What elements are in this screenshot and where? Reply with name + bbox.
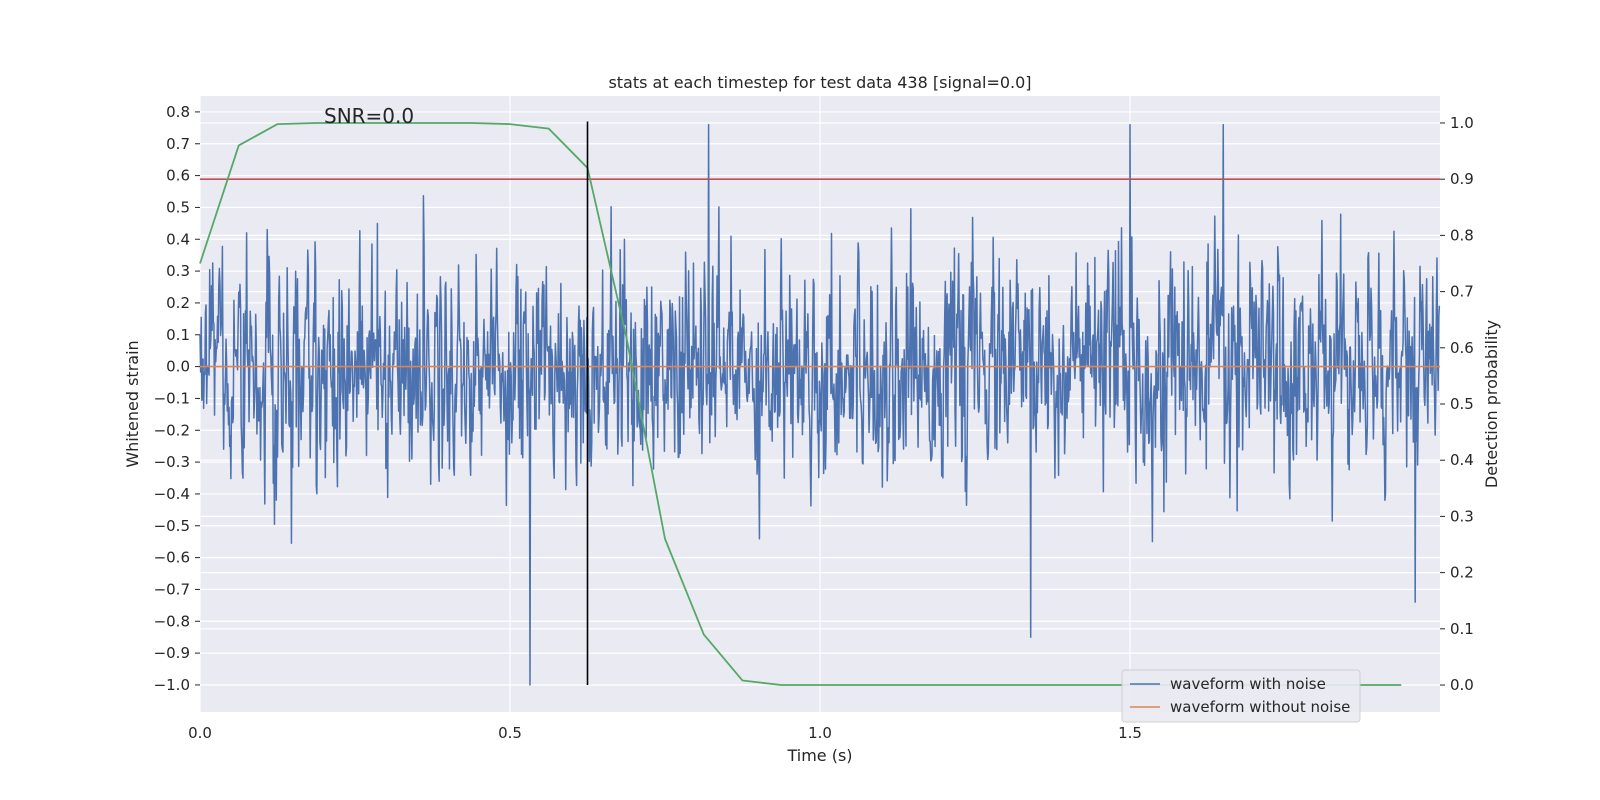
y2-tick-label: 0.1 [1450,620,1474,638]
y-tick-label: 0.6 [166,167,190,185]
y-tick-label: −0.7 [154,580,190,598]
y-tick-label: 0.7 [166,135,190,153]
y2-tick-label: 0.3 [1450,507,1474,525]
y-tick-label: −0.8 [154,612,190,630]
x-tick-label: 0.0 [188,724,212,742]
y2-tick-label: 0.4 [1450,451,1474,469]
y-tick-label: −0.5 [154,517,190,535]
y-tick-label: 0.8 [166,103,190,121]
legend: waveform with noise waveform without noi… [1121,669,1361,723]
y-tick-label: −0.3 [154,453,190,471]
y2-tick-label: 0.8 [1450,226,1474,244]
grid [199,96,1440,712]
chart-title: stats at each timestep for test data 438… [608,73,1031,92]
y-tick-label: 0.2 [166,294,190,312]
right-axis: 1.0 0.9 0.8 0.7 0.6 0.5 0.4 0.3 0.2 0.1 0.0 [1440,114,1474,694]
y2-tick-label: 0.6 [1450,339,1474,357]
y-tick-label: −0.2 [154,421,190,439]
x-tick-label: 0.5 [498,724,522,742]
y-tick-label: 0.0 [166,358,190,376]
y2-tick-label: 0.7 [1450,283,1474,301]
x-axis: 0.0 0.5 1.0 1.5 [188,724,1142,742]
snr-annotation: SNR=0.0 [324,104,414,128]
y-tick-label: −0.6 [154,549,190,567]
y-tick-label: −0.9 [154,644,190,662]
y2-tick-label: 0.5 [1450,395,1474,413]
x-axis-label: Time (s) [786,746,852,765]
y-tick-label: 0.3 [166,262,190,280]
y2-tick-label: 0.9 [1450,170,1474,188]
y-tick-label: 0.5 [166,198,190,216]
noise-waveform-line [199,123,1441,686]
y2-tick-label: 1.0 [1450,114,1474,132]
x-tick-label: 1.0 [808,724,832,742]
y2-axis-label: Detection probability [1482,320,1501,488]
y-tick-label: −1.0 [154,676,190,694]
legend-label-noise: waveform with noise [1170,675,1326,693]
y2-tick-label: 0.0 [1450,676,1474,694]
left-axis: 0.8 0.7 0.6 0.5 0.4 0.3 0.2 0.1 0.0 −0.1 −0.2 −0.3 −… [154,103,200,694]
y-tick-label: −0.4 [154,485,190,503]
y-tick-label: −0.1 [154,389,190,407]
legend-box [1121,669,1361,723]
y2-tick-label: 0.2 [1450,564,1474,582]
y-tick-label: 0.4 [166,230,190,248]
y-axis-label: Whitened strain [123,340,142,467]
legend-label-clean: waveform without noise [1170,698,1350,716]
y-tick-label: 0.1 [166,326,190,344]
x-tick-label: 1.5 [1118,724,1142,742]
